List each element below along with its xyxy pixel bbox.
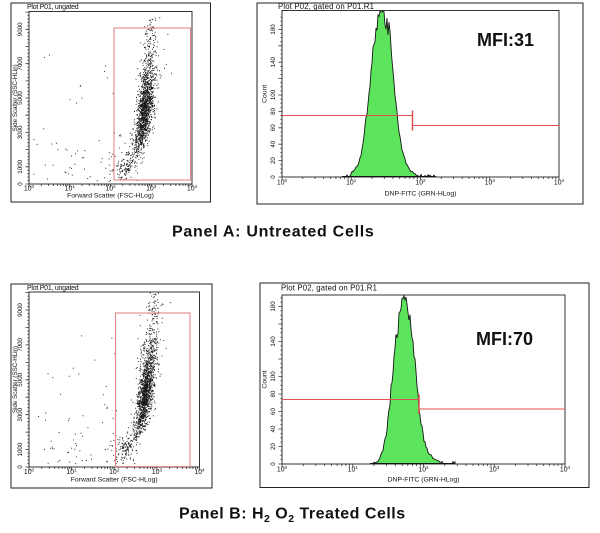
svg-text:80: 80 bbox=[270, 107, 277, 114]
svg-text:104: 104 bbox=[560, 465, 571, 473]
svg-text:102: 102 bbox=[415, 178, 426, 186]
svg-text:3000: 3000 bbox=[17, 407, 24, 421]
svg-text:7000: 7000 bbox=[17, 337, 24, 351]
svg-text:7000: 7000 bbox=[17, 56, 24, 70]
svg-text:9000: 9000 bbox=[17, 303, 24, 317]
svg-text:20: 20 bbox=[270, 443, 277, 450]
svg-text:MFI:31: MFI:31 bbox=[477, 30, 534, 50]
svg-text:0: 0 bbox=[270, 175, 277, 179]
svg-text:Plot P02, gated on P01.R1: Plot P02, gated on P01.R1 bbox=[278, 2, 374, 11]
svg-text:103: 103 bbox=[152, 468, 163, 476]
svg-text:80: 80 bbox=[270, 390, 277, 397]
svg-text:180: 180 bbox=[270, 24, 277, 35]
svg-text:101: 101 bbox=[66, 468, 77, 476]
svg-text:DNP-FITC (GRN-HLog): DNP-FITC (GRN-HLog) bbox=[388, 477, 460, 484]
svg-text:60: 60 bbox=[270, 408, 277, 415]
svg-text:140: 140 bbox=[270, 336, 277, 347]
svg-text:102: 102 bbox=[105, 184, 116, 192]
svg-text:101: 101 bbox=[65, 184, 76, 192]
svg-text:Count: Count bbox=[262, 370, 269, 388]
svg-text:Count: Count bbox=[262, 85, 269, 103]
svg-text:0: 0 bbox=[270, 462, 277, 466]
svg-text:3000: 3000 bbox=[17, 125, 24, 139]
svg-text:MFI:70: MFI:70 bbox=[476, 329, 533, 349]
svg-text:100: 100 bbox=[270, 371, 277, 382]
svg-text:104: 104 bbox=[554, 178, 565, 186]
svg-text:100: 100 bbox=[277, 178, 288, 186]
svg-text:5000: 5000 bbox=[17, 372, 24, 386]
svg-text:9000: 9000 bbox=[17, 22, 24, 36]
svg-text:100: 100 bbox=[270, 89, 277, 100]
svg-text:1000: 1000 bbox=[17, 159, 24, 173]
svg-text:Side Scatter (SSC-HLin): Side Scatter (SSC-HLin) bbox=[12, 64, 19, 131]
svg-text:Plot P01, ungated: Plot P01, ungated bbox=[27, 4, 79, 11]
svg-text:104: 104 bbox=[187, 184, 198, 192]
svg-text:Panel A: Untreated Cells: Panel A: Untreated Cells bbox=[172, 224, 375, 241]
svg-text:180: 180 bbox=[270, 301, 277, 312]
svg-text:20: 20 bbox=[270, 157, 277, 164]
svg-text:40: 40 bbox=[270, 425, 277, 432]
svg-text:0: 0 bbox=[17, 465, 24, 469]
svg-text:103: 103 bbox=[485, 178, 496, 186]
svg-text:103: 103 bbox=[146, 184, 157, 192]
svg-text:40: 40 bbox=[270, 140, 277, 147]
svg-text:Forward Scatter (FSC-HLog): Forward Scatter (FSC-HLog) bbox=[67, 193, 154, 200]
svg-text:101: 101 bbox=[348, 465, 359, 473]
svg-text:100: 100 bbox=[24, 468, 35, 476]
svg-text:Side Scatter (SSC-HLin): Side Scatter (SSC-HLin) bbox=[12, 346, 19, 413]
svg-text:Panel B: H2 O2 Treated Cells: Panel B: H2 O2 Treated Cells bbox=[179, 506, 406, 526]
svg-text:1000: 1000 bbox=[17, 442, 24, 456]
svg-text:104: 104 bbox=[194, 468, 205, 476]
svg-text:100: 100 bbox=[24, 184, 35, 192]
svg-text:5000: 5000 bbox=[17, 91, 24, 105]
svg-text:DNP-FITC (GRN-HLog): DNP-FITC (GRN-HLog) bbox=[385, 191, 457, 198]
svg-text:Forward Scatter (FSC-HLog): Forward Scatter (FSC-HLog) bbox=[71, 477, 158, 484]
svg-text:100: 100 bbox=[277, 465, 288, 473]
svg-text:103: 103 bbox=[489, 465, 500, 473]
svg-text:Plot P02, gated on P01.R1: Plot P02, gated on P01.R1 bbox=[281, 284, 377, 293]
svg-text:60: 60 bbox=[270, 124, 277, 131]
svg-text:102: 102 bbox=[109, 468, 120, 476]
svg-text:101: 101 bbox=[346, 178, 357, 186]
svg-text:0: 0 bbox=[17, 182, 24, 186]
svg-text:102: 102 bbox=[418, 465, 429, 473]
svg-text:140: 140 bbox=[270, 56, 277, 67]
svg-text:Plot P01, ungated: Plot P01, ungated bbox=[27, 285, 79, 292]
